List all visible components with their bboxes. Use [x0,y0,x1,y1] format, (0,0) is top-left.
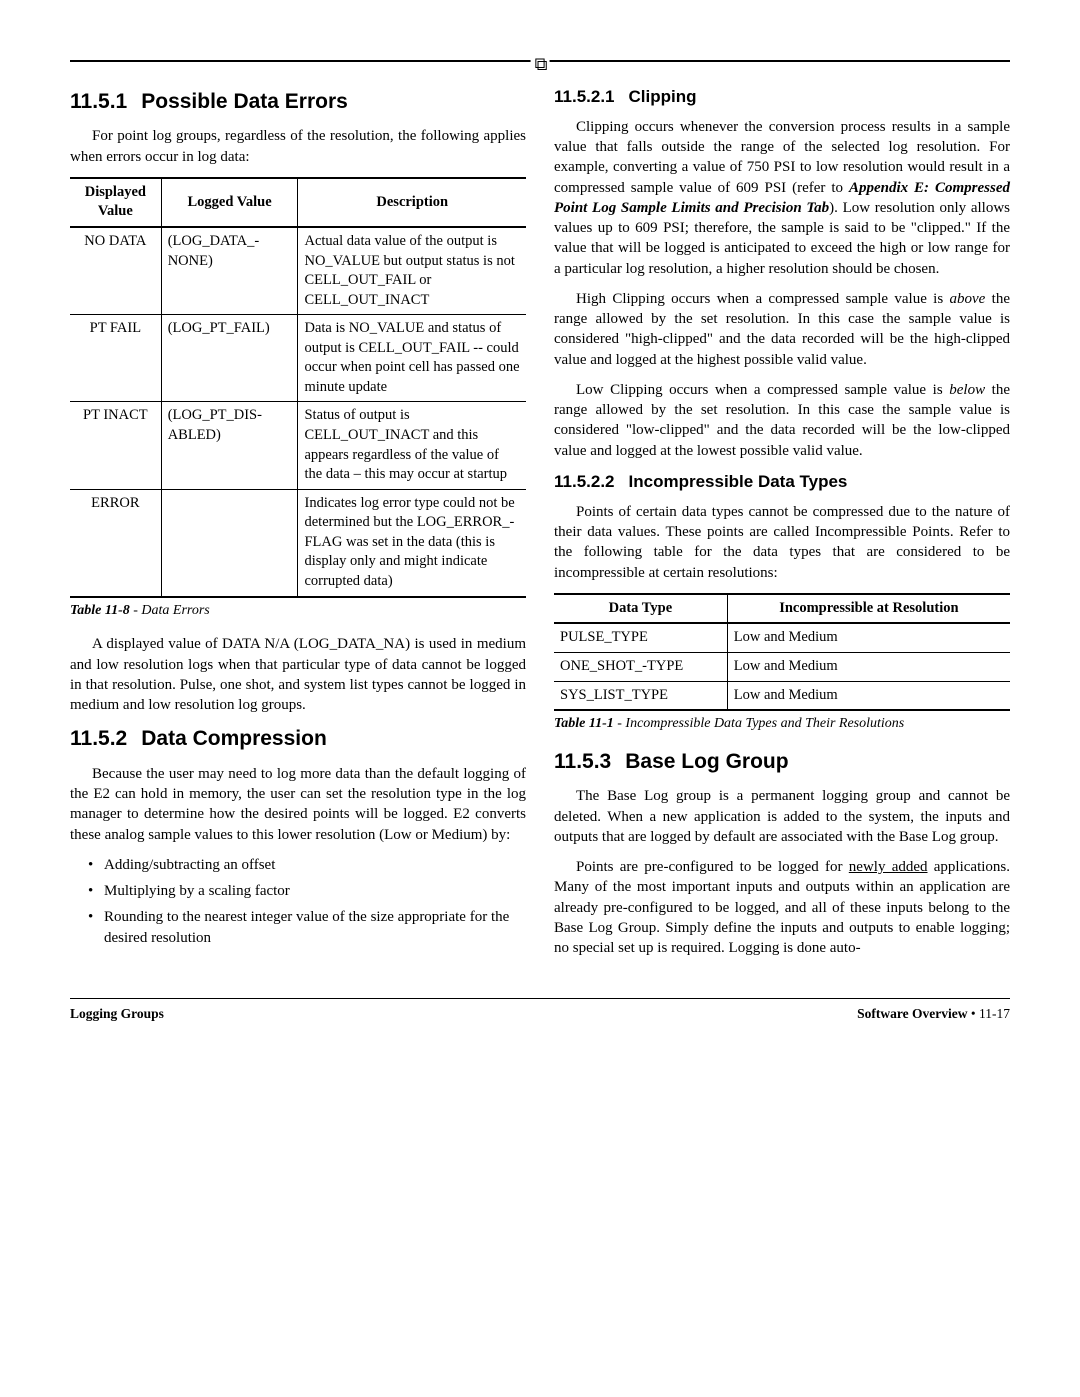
table-caption-11-1: Table 11-1 - Incompressible Data Types a… [554,715,1010,734]
list-item: Rounding to the nearest integer value of… [104,907,526,948]
para-clipping: Clipping occurs whenever the conversion … [554,117,1010,279]
heading-number: 11.5.3 [554,750,611,773]
table-row: PT FAIL (LOG_PT_FAIL) Data is NO_VALUE a… [70,315,526,402]
right-column: 11.5.2.1 Clipping Clipping occurs wheneve… [554,80,1010,968]
heading-11-5-2: 11.5.2 Data Compression [70,725,526,753]
para-incompressible: Points of certain data types cannot be c… [554,502,1010,583]
heading-number: 11.5.2.2 [554,472,615,491]
table-header: Incompressible at Resolution [727,594,1010,624]
para-base-log-1: The Base Log group is a permanent loggin… [554,786,1010,847]
para-low-clipping: Low Clipping occurs when a compressed sa… [554,380,1010,461]
para-data-na: A displayed value of DATA N/A (LOG_DATA_… [70,634,526,715]
table-header: Data Type [554,594,727,624]
page-footer: Logging Groups Software Overview • 11-17 [70,998,1010,1023]
heading-11-5-1: 11.5.1 Possible Data Errors [70,88,526,116]
footer-right: Software Overview • 11-17 [857,1005,1010,1023]
para-errors-intro: For point log groups, regardless of the … [70,126,526,167]
table-row: ERROR Indicates log error type could not… [70,489,526,596]
table-header: Description [298,178,526,227]
heading-title: Clipping [629,87,697,106]
table-header: Displayed Value [70,178,161,227]
list-item: Adding/subtracting an offset [104,855,526,875]
heading-title: Data Compression [141,727,327,750]
table-data-errors: Displayed Value Logged Value Description… [70,177,526,598]
heading-title: Possible Data Errors [141,90,348,113]
table-row: NO DATA (LOG_DATA_-NONE) Actual data val… [70,227,526,315]
heading-11-5-2-1: 11.5.2.1 Clipping [554,86,1010,109]
heading-11-5-2-2: 11.5.2.2 Incompressible Data Types [554,471,1010,494]
para-base-log-2: Points are pre-configured to be logged f… [554,857,1010,958]
top-rule: ⧉ [70,60,1010,62]
table-row: PT INACT (LOG_PT_DIS-ABLED) Status of ou… [70,402,526,489]
heading-number: 11.5.2 [70,727,127,750]
list-item: Multiplying by a scaling factor [104,881,526,901]
compression-bullets: Adding/subtracting an offset Multiplying… [70,855,526,948]
table-row: PULSE_TYPE Low and Medium [554,623,1010,652]
table-header: Logged Value [161,178,298,227]
two-column-layout: 11.5.1 Possible Data Errors For point log… [70,80,1010,968]
para-high-clipping: High Clipping occurs when a compressed s… [554,289,1010,370]
left-column: 11.5.1 Possible Data Errors For point log… [70,80,526,968]
table-row: ONE_SHOT_-TYPE Low and Medium [554,653,1010,682]
header-icon: ⧉ [531,52,550,76]
para-compression-intro: Because the user may need to log more da… [70,764,526,845]
heading-number: 11.5.1 [70,90,127,113]
table-incompressible: Data Type Incompressible at Resolution P… [554,593,1010,711]
heading-number: 11.5.2.1 [554,87,615,106]
heading-title: Base Log Group [625,750,788,773]
table-caption-11-8: Table 11-8 - Data Errors [70,602,526,621]
table-row: SYS_LIST_TYPE Low and Medium [554,681,1010,710]
heading-title: Incompressible Data Types [629,472,848,491]
heading-11-5-3: 11.5.3 Base Log Group [554,748,1010,776]
footer-left: Logging Groups [70,1005,164,1023]
